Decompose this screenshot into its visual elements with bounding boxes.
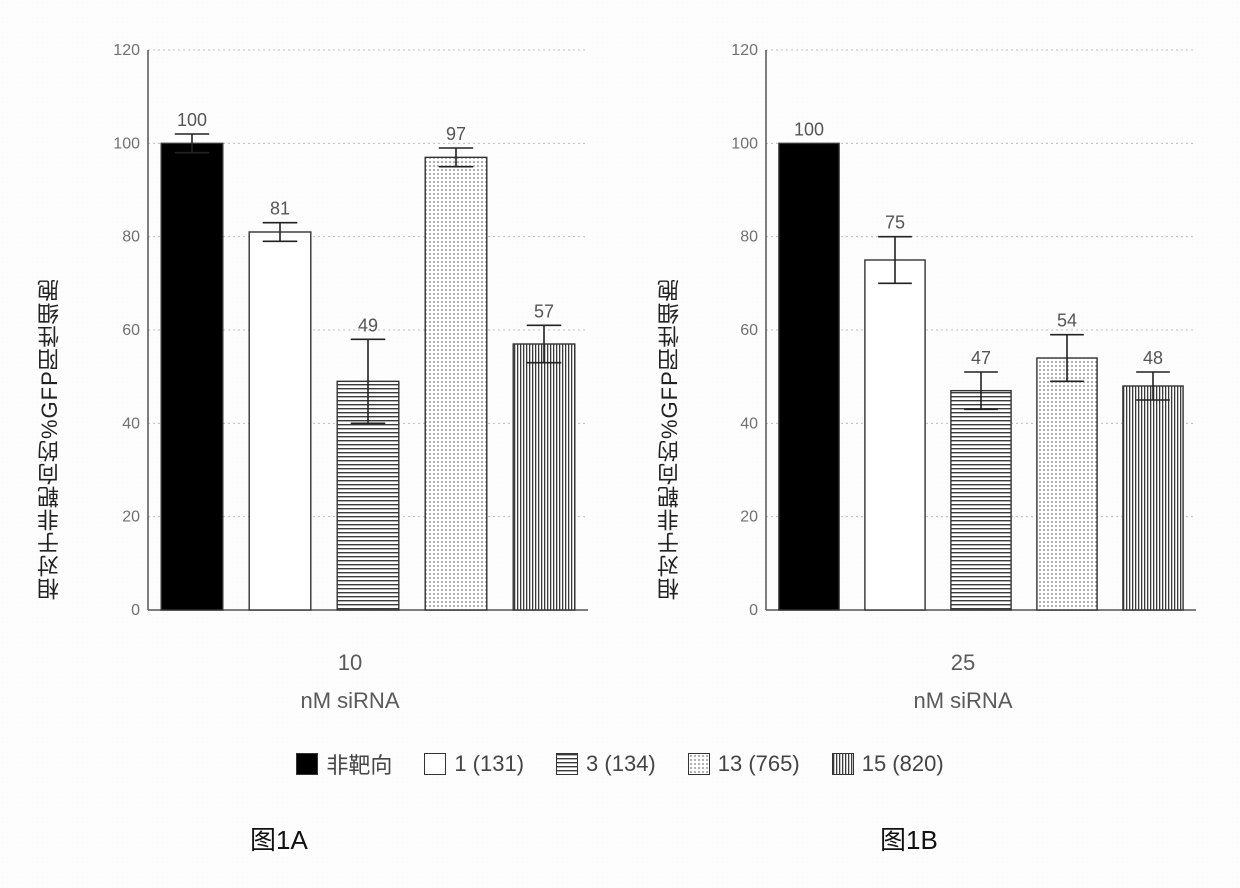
svg-text:20: 20 — [740, 509, 758, 526]
svg-text:80: 80 — [740, 229, 758, 246]
svg-text:40: 40 — [122, 415, 140, 432]
svg-text:60: 60 — [740, 322, 758, 339]
svg-text:100: 100 — [731, 135, 758, 152]
svg-text:97: 97 — [446, 124, 466, 144]
bar-1 — [249, 232, 311, 610]
svg-text:100: 100 — [177, 110, 207, 130]
legend-label: 15 (820) — [862, 751, 944, 777]
legend-label: 3 (134) — [586, 751, 656, 777]
legend-item: 1 (131) — [424, 748, 524, 780]
bar-3 — [1037, 358, 1097, 610]
figure-page: 相对于非靶向的%GFP阳性细胞 020406080100120100814997… — [0, 0, 1240, 888]
chartB-x-group-label: 25 — [718, 650, 1208, 676]
bar-4 — [513, 344, 575, 610]
svg-text:75: 75 — [885, 213, 905, 233]
svg-text:49: 49 — [358, 315, 378, 335]
chartB-y-axis-label: 相对于非靶向的%GFP阳性细胞 — [654, 80, 686, 600]
legend-item: 3 (134) — [556, 748, 656, 780]
svg-text:60: 60 — [122, 322, 140, 339]
svg-text:54: 54 — [1057, 311, 1077, 331]
bar-1 — [865, 260, 925, 610]
legend-swatch — [832, 753, 854, 775]
svg-text:100: 100 — [113, 135, 140, 152]
legend-label: 非靶向 — [326, 748, 392, 780]
bar-3 — [425, 157, 487, 610]
legend-swatch — [424, 753, 446, 775]
svg-text:120: 120 — [731, 42, 758, 59]
svg-text:120: 120 — [113, 42, 140, 59]
chartA: 0 20 40 60 80 100 120 100 81 49 97 57 — [100, 20, 600, 640]
bar-0 — [161, 143, 223, 610]
legend-item: 非靶向 — [296, 748, 392, 780]
chartA-x-axis-label: nM siRNA — [100, 688, 600, 714]
legend-item: 13 (765) — [688, 748, 800, 780]
svg-text:40: 40 — [740, 415, 758, 432]
legend-swatch — [296, 753, 318, 775]
chartB: 0 20 40 60 80 100 120 100 75 47 54 48 — [718, 20, 1208, 640]
legend-swatch — [688, 753, 710, 775]
svg-text:57: 57 — [534, 301, 554, 321]
svg-text:100: 100 — [794, 119, 824, 139]
caption-1a: 图1A — [250, 820, 308, 857]
bar-2 — [951, 391, 1011, 610]
svg-text:0: 0 — [131, 602, 140, 619]
legend-label: 1 (131) — [454, 751, 524, 777]
svg-text:47: 47 — [971, 348, 991, 368]
bar-0 — [779, 143, 839, 610]
chartB-x-axis-label: nM siRNA — [718, 688, 1208, 714]
legend-item: 15 (820) — [832, 748, 944, 780]
legend: 非靶向 1 (131) 3 (134) 13 (765) 15 (820) — [0, 748, 1240, 780]
svg-text:48: 48 — [1143, 348, 1163, 368]
svg-text:0: 0 — [749, 602, 758, 619]
svg-text:81: 81 — [270, 199, 290, 219]
legend-label: 13 (765) — [718, 751, 800, 777]
svg-text:20: 20 — [122, 509, 140, 526]
svg-text:80: 80 — [122, 229, 140, 246]
bar-4 — [1123, 386, 1183, 610]
chartA-x-group-label: 10 — [100, 650, 600, 676]
legend-swatch — [556, 753, 578, 775]
caption-1b: 图1B — [880, 820, 938, 857]
chartA-y-axis-label: 相对于非靶向的%GFP阳性细胞 — [34, 80, 66, 600]
